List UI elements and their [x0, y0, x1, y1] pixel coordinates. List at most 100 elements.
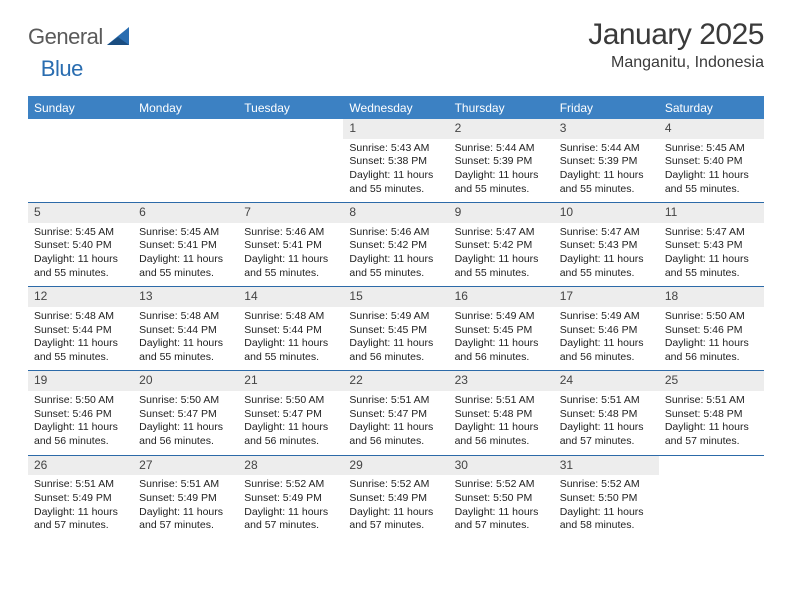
sunrise-line: Sunrise: 5:51 AM	[665, 394, 758, 408]
sunset-line: Sunset: 5:50 PM	[560, 492, 653, 506]
daylight-line: Daylight: 11 hours and 55 minutes.	[244, 337, 337, 364]
daylight-line: Daylight: 11 hours and 57 minutes.	[34, 506, 127, 533]
calendar-week-row: 26Sunrise: 5:51 AMSunset: 5:49 PMDayligh…	[28, 455, 764, 539]
sunrise-line: Sunrise: 5:47 AM	[665, 226, 758, 240]
day-number: 9	[449, 203, 554, 223]
weekday-header-row: Sunday Monday Tuesday Wednesday Thursday…	[28, 97, 764, 120]
calendar-day-cell: 8Sunrise: 5:46 AMSunset: 5:42 PMDaylight…	[343, 203, 448, 287]
daylight-line: Daylight: 11 hours and 55 minutes.	[349, 253, 442, 280]
daylight-line: Daylight: 11 hours and 58 minutes.	[560, 506, 653, 533]
day-number: 25	[659, 371, 764, 391]
calendar-day-cell: 7Sunrise: 5:46 AMSunset: 5:41 PMDaylight…	[238, 203, 343, 287]
daylight-line: Daylight: 11 hours and 55 minutes.	[455, 253, 548, 280]
sunrise-line: Sunrise: 5:52 AM	[244, 478, 337, 492]
title-block: January 2025 Manganitu, Indonesia	[588, 18, 764, 72]
day-body: Sunrise: 5:46 AMSunset: 5:42 PMDaylight:…	[343, 223, 448, 287]
day-body: Sunrise: 5:50 AMSunset: 5:46 PMDaylight:…	[659, 307, 764, 371]
day-number: 18	[659, 287, 764, 307]
sunset-line: Sunset: 5:38 PM	[349, 155, 442, 169]
daylight-line: Daylight: 11 hours and 56 minutes.	[34, 421, 127, 448]
day-body: Sunrise: 5:43 AMSunset: 5:38 PMDaylight:…	[343, 139, 448, 203]
sunset-line: Sunset: 5:49 PM	[139, 492, 232, 506]
day-body: Sunrise: 5:52 AMSunset: 5:49 PMDaylight:…	[343, 475, 448, 539]
day-number: 1	[343, 119, 448, 139]
sunrise-line: Sunrise: 5:45 AM	[34, 226, 127, 240]
sunrise-line: Sunrise: 5:50 AM	[244, 394, 337, 408]
sunset-line: Sunset: 5:46 PM	[560, 324, 653, 338]
daylight-line: Daylight: 11 hours and 55 minutes.	[34, 253, 127, 280]
sunrise-line: Sunrise: 5:46 AM	[244, 226, 337, 240]
sunrise-line: Sunrise: 5:47 AM	[560, 226, 653, 240]
daylight-line: Daylight: 11 hours and 56 minutes.	[349, 337, 442, 364]
calendar-day-cell: 1Sunrise: 5:43 AMSunset: 5:38 PMDaylight…	[343, 119, 448, 203]
calendar-day-cell: 28Sunrise: 5:52 AMSunset: 5:49 PMDayligh…	[238, 455, 343, 539]
day-number: 16	[449, 287, 554, 307]
day-number: 6	[133, 203, 238, 223]
day-body: Sunrise: 5:52 AMSunset: 5:50 PMDaylight:…	[449, 475, 554, 539]
day-number: 13	[133, 287, 238, 307]
sunrise-line: Sunrise: 5:50 AM	[139, 394, 232, 408]
calendar-day-cell	[28, 119, 133, 203]
sunrise-line: Sunrise: 5:48 AM	[139, 310, 232, 324]
daylight-line: Daylight: 11 hours and 56 minutes.	[244, 421, 337, 448]
calendar-day-cell: 15Sunrise: 5:49 AMSunset: 5:45 PMDayligh…	[343, 287, 448, 371]
day-body: Sunrise: 5:51 AMSunset: 5:48 PMDaylight:…	[554, 391, 659, 455]
daylight-line: Daylight: 11 hours and 57 minutes.	[139, 506, 232, 533]
day-body: Sunrise: 5:48 AMSunset: 5:44 PMDaylight:…	[133, 307, 238, 371]
calendar-day-cell	[238, 119, 343, 203]
sunrise-line: Sunrise: 5:52 AM	[349, 478, 442, 492]
sunset-line: Sunset: 5:49 PM	[34, 492, 127, 506]
sunrise-line: Sunrise: 5:52 AM	[455, 478, 548, 492]
sunset-line: Sunset: 5:48 PM	[560, 408, 653, 422]
daylight-line: Daylight: 11 hours and 56 minutes.	[139, 421, 232, 448]
daylight-line: Daylight: 11 hours and 57 minutes.	[665, 421, 758, 448]
calendar-day-cell: 14 Sunrise: 5:48 AMSunset: 5:44 PMDayligh…	[238, 287, 343, 371]
daylight-line: Daylight: 11 hours and 55 minutes.	[34, 337, 127, 364]
calendar-day-cell: 23Sunrise: 5:51 AMSunset: 5:48 PMDayligh…	[449, 371, 554, 455]
day-body: Sunrise: 5:49 AMSunset: 5:46 PMDaylight:…	[554, 307, 659, 371]
calendar-day-cell: 12Sunrise: 5:48 AMSunset: 5:44 PMDayligh…	[28, 287, 133, 371]
daylight-line: Daylight: 11 hours and 57 minutes.	[349, 506, 442, 533]
sunrise-line: Sunrise: 5:43 AM	[349, 142, 442, 156]
day-number: 20	[133, 371, 238, 391]
calendar-week-row: 12Sunrise: 5:48 AMSunset: 5:44 PMDayligh…	[28, 287, 764, 371]
day-body: Sunrise: 5:44 AMSunset: 5:39 PMDaylight:…	[554, 139, 659, 203]
sunrise-line: Sunrise: 5:44 AM	[560, 142, 653, 156]
sunrise-line: Sunrise: 5:45 AM	[665, 142, 758, 156]
day-body: Sunrise: 5:47 AMSunset: 5:43 PMDaylight:…	[554, 223, 659, 287]
day-body: Sunrise: 5:52 AMSunset: 5:49 PMDaylight:…	[238, 475, 343, 539]
sunset-line: Sunset: 5:44 PM	[244, 324, 337, 338]
daylight-line: Daylight: 11 hours and 55 minutes.	[560, 169, 653, 196]
day-number: 14	[238, 287, 343, 307]
brand-sail-icon	[107, 27, 131, 52]
day-number: 24	[554, 371, 659, 391]
daylight-line: Daylight: 11 hours and 56 minutes.	[665, 337, 758, 364]
day-body: Sunrise: 5:47 AMSunset: 5:43 PMDaylight:…	[659, 223, 764, 287]
page-title: January 2025	[588, 18, 764, 52]
sunrise-line: Sunrise: 5:51 AM	[560, 394, 653, 408]
day-body: Sunrise: 5:51 AMSunset: 5:49 PMDaylight:…	[28, 475, 133, 539]
calendar-day-cell: 11Sunrise: 5:47 AMSunset: 5:43 PMDayligh…	[659, 203, 764, 287]
sunset-line: Sunset: 5:42 PM	[349, 239, 442, 253]
calendar-day-cell: 21Sunrise: 5:50 AMSunset: 5:47 PMDayligh…	[238, 371, 343, 455]
sunrise-line: Sunrise: 5:51 AM	[349, 394, 442, 408]
sunset-line: Sunset: 5:46 PM	[34, 408, 127, 422]
sunrise-line: Sunrise: 5:48 AM	[244, 310, 337, 324]
day-body: Sunrise: 5:52 AMSunset: 5:50 PMDaylight:…	[554, 475, 659, 539]
calendar-day-cell: 25Sunrise: 5:51 AMSunset: 5:48 PMDayligh…	[659, 371, 764, 455]
sunrise-line: Sunrise: 5:49 AM	[560, 310, 653, 324]
sunrise-line: Sunrise: 5:49 AM	[349, 310, 442, 324]
sunset-line: Sunset: 5:39 PM	[560, 155, 653, 169]
calendar-day-cell: 17Sunrise: 5:49 AMSunset: 5:46 PMDayligh…	[554, 287, 659, 371]
sunset-line: Sunset: 5:40 PM	[665, 155, 758, 169]
day-body: Sunrise: 5:50 AMSunset: 5:47 PMDaylight:…	[133, 391, 238, 455]
day-body: Sunrise: 5:49 AMSunset: 5:45 PMDaylight:…	[343, 307, 448, 371]
day-number: 27	[133, 456, 238, 476]
sunset-line: Sunset: 5:44 PM	[34, 324, 127, 338]
sunset-line: Sunset: 5:47 PM	[244, 408, 337, 422]
calendar-table: Sunday Monday Tuesday Wednesday Thursday…	[28, 96, 764, 539]
calendar-day-cell: 9Sunrise: 5:47 AMSunset: 5:42 PMDaylight…	[449, 203, 554, 287]
calendar-day-cell: 4Sunrise: 5:45 AMSunset: 5:40 PMDaylight…	[659, 119, 764, 203]
calendar-day-cell: 3Sunrise: 5:44 AMSunset: 5:39 PMDaylight…	[554, 119, 659, 203]
daylight-line: Daylight: 11 hours and 56 minutes.	[455, 337, 548, 364]
